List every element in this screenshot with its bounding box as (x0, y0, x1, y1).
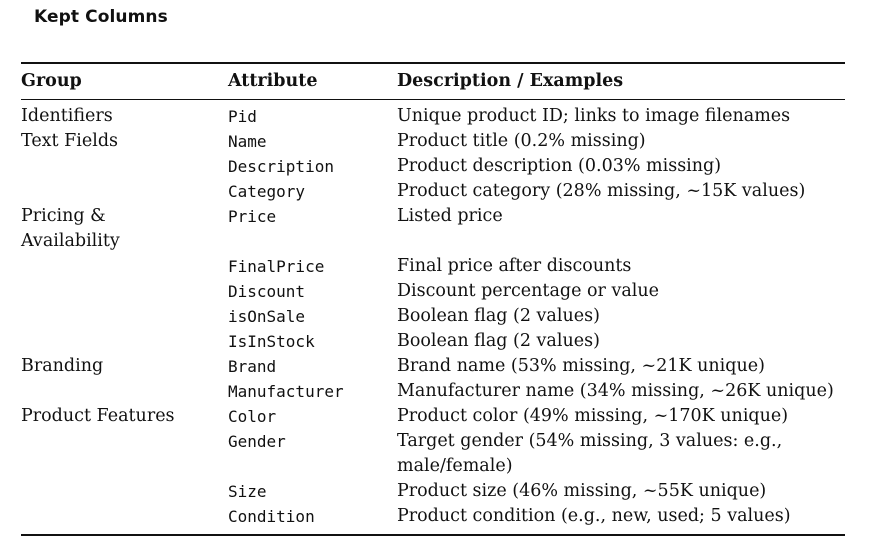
description-cell: Boolean flag (2 values) (397, 306, 600, 326)
column-header-description: Description / Examples (397, 71, 624, 91)
description-cell: Final price after discounts (397, 256, 632, 276)
group-cell: Pricing & Availability (21, 206, 120, 251)
table-body: Identifiers Pid Unique product ID; links… (0, 104, 876, 529)
table-top-rule (21, 62, 845, 64)
attribute-cell: Category (228, 182, 306, 201)
table-row: Text Fields Name Product title (0.2% mis… (0, 129, 876, 154)
group-cell: Text Fields (21, 131, 119, 151)
attribute-cell: Pid (228, 107, 257, 126)
attribute-cell: Size (228, 482, 267, 501)
table-row: Size Product size (46% missing, ~55K uni… (0, 479, 876, 504)
attribute-cell: Description (228, 157, 334, 176)
column-header-attribute: Attribute (228, 71, 318, 91)
description-cell: Product category (28% missing, ~15K valu… (397, 181, 806, 201)
table-row: IsInStock Boolean flag (2 values) (0, 329, 876, 354)
table-row: isOnSale Boolean flag (2 values) (0, 304, 876, 329)
description-cell: Boolean flag (2 values) (397, 331, 600, 351)
attribute-cell: Gender (228, 432, 286, 451)
description-cell: Target gender (54% missing, 3 values: e.… (397, 431, 783, 476)
table-row: Manufacturer Manufacturer name (34% miss… (0, 379, 876, 404)
page-title: Kept Columns (34, 7, 168, 27)
table-row: Description Product description (0.03% m… (0, 154, 876, 179)
description-cell: Listed price (397, 206, 503, 226)
table-row: Category Product category (28% missing, … (0, 179, 876, 204)
table-row: Identifiers Pid Unique product ID; links… (0, 104, 876, 129)
attribute-cell: Discount (228, 282, 306, 301)
attribute-cell: Name (228, 132, 267, 151)
table-row: Discount Discount percentage or value (0, 279, 876, 304)
column-header-group: Group (21, 71, 82, 91)
group-cell: Branding (21, 356, 104, 376)
attribute-cell: Manufacturer (228, 382, 344, 401)
attribute-cell: Price (228, 207, 277, 226)
description-cell: Product description (0.03% missing) (397, 156, 722, 176)
attribute-cell: Color (228, 407, 277, 426)
table-row: FinalPrice Final price after discounts (0, 254, 876, 279)
attribute-cell: Condition (228, 507, 315, 526)
table-row: Gender Target gender (54% missing, 3 val… (0, 429, 876, 479)
description-cell: Manufacturer name (34% missing, ~26K uni… (397, 381, 834, 401)
table-header-rule (21, 99, 845, 100)
description-cell: Product color (49% missing, ~170K unique… (397, 406, 789, 426)
table-bottom-rule (21, 534, 845, 536)
table-row: Product Features Color Product color (49… (0, 404, 876, 429)
table-row: Condition Product condition (e.g., new, … (0, 504, 876, 529)
attribute-cell: Brand (228, 357, 277, 376)
table-row: Branding Brand Brand name (53% missing, … (0, 354, 876, 379)
description-cell: Product size (46% missing, ~55K unique) (397, 481, 767, 501)
description-cell: Product condition (e.g., new, used; 5 va… (397, 506, 791, 526)
group-cell: Product Features (21, 406, 175, 426)
table-row: Pricing & Availability Price Listed pric… (0, 204, 876, 254)
description-cell: Product title (0.2% missing) (397, 131, 646, 151)
attribute-cell: isOnSale (228, 307, 306, 326)
description-cell: Unique product ID; links to image filena… (397, 106, 791, 126)
group-cell: Identifiers (21, 106, 113, 126)
description-cell: Brand name (53% missing, ~21K unique) (397, 356, 765, 376)
attribute-cell: IsInStock (228, 332, 315, 351)
description-cell: Discount percentage or value (397, 281, 660, 301)
attribute-cell: FinalPrice (228, 257, 325, 276)
